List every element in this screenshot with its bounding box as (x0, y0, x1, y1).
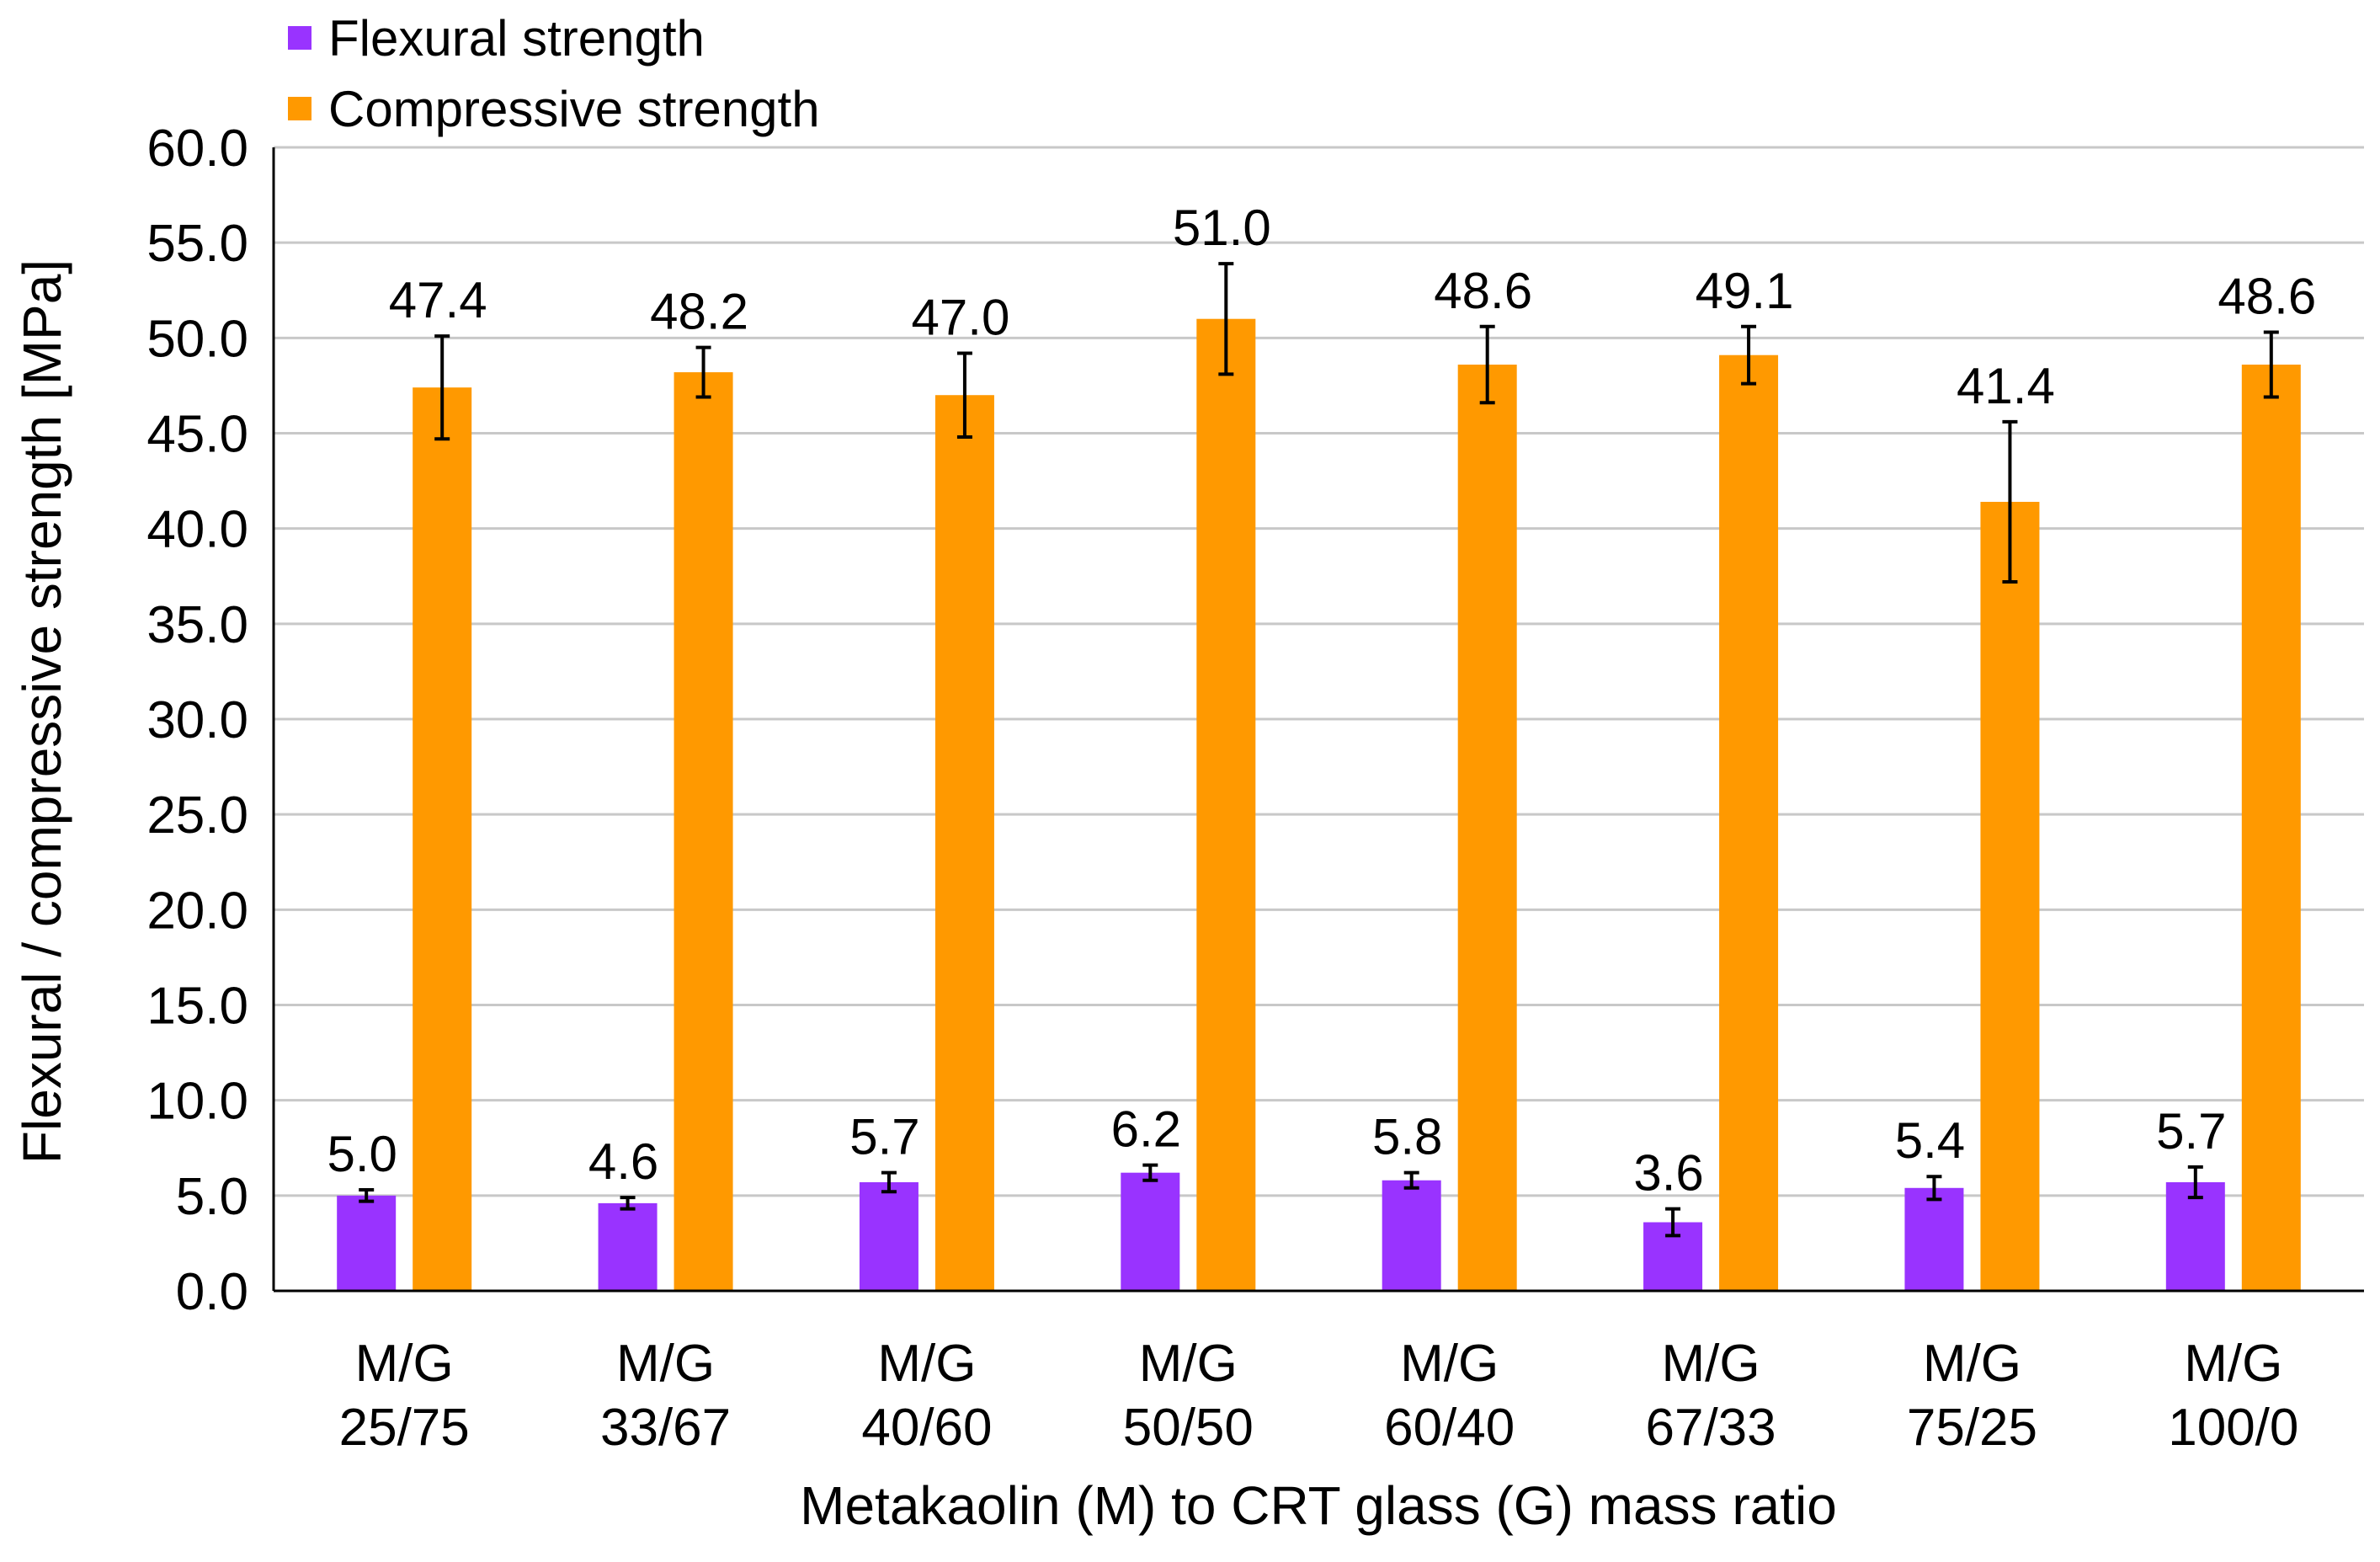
compressive-bar (1457, 365, 1517, 1291)
flexural-bar (337, 1195, 397, 1291)
y-tick-label: 35.0 (146, 596, 248, 654)
y-tick-label: 50.0 (146, 310, 248, 368)
grid-lines (274, 146, 2364, 1197)
y-tick-label: 40.0 (146, 501, 248, 559)
data-labels: 5.0 47.4 4.6 48.2 5.7 47.0 6.2 51.0 5.8 48.6 3.6 49… (327, 200, 2316, 1202)
bars (337, 318, 2301, 1292)
x-axis-title: Metakaolin (M) to CRT glass (G) mass rat… (800, 1475, 1837, 1536)
x-tick-label: M/G (1923, 1335, 2021, 1393)
x-tick-label: M/G (877, 1335, 976, 1393)
compressive-bar (1719, 355, 1779, 1291)
x-tick-label: 33/67 (600, 1399, 731, 1457)
y-tick-labels: 0.0 5.0 10.0 15.0 20.0 25.0 30.0 35.0 40.0 45.0 50… (146, 120, 248, 1321)
x-tick-label: 75/25 (1907, 1399, 2037, 1457)
flexural-value-label: 4.6 (588, 1133, 658, 1190)
flexural-bar (598, 1202, 658, 1291)
legend-swatch-flexural (288, 26, 311, 50)
legend: Flexural strength Compressive strength (288, 10, 820, 137)
compressive-value-label: 49.1 (1696, 263, 1794, 319)
y-axis-title: Flexural / compressive strength [MPa] (12, 259, 72, 1164)
compressive-value-label: 47.0 (912, 289, 1010, 345)
x-tick-label: 67/33 (1645, 1399, 1776, 1457)
y-tick-label: 0.0 (176, 1263, 248, 1321)
flexural-value-label: 5.7 (2156, 1103, 2226, 1160)
flexural-value-label: 5.4 (1895, 1112, 1965, 1169)
flexural-value-label: 3.6 (1633, 1145, 1703, 1202)
legend-label-compressive: Compressive strength (328, 81, 820, 137)
x-tick-label: 100/0 (2168, 1399, 2298, 1457)
flexural-value-label: 5.7 (849, 1109, 919, 1165)
axes (272, 147, 2364, 1293)
x-tick-label: M/G (355, 1335, 454, 1393)
x-tick-labels: M/G 25/75 M/G 33/67 M/G 40/60 M/G 50/50 M/G 60/40… (339, 1335, 2299, 1457)
compressive-bar (413, 387, 472, 1292)
x-tick-label: M/G (616, 1335, 715, 1393)
x-tick-label: M/G (1662, 1335, 1760, 1393)
x-tick-label: M/G (2184, 1335, 2282, 1393)
flexural-bar (859, 1181, 918, 1291)
compressive-bar (1196, 318, 1256, 1292)
flexural-value-label: 5.8 (1372, 1109, 1442, 1165)
compressive-bar (1980, 501, 2040, 1291)
y-tick-label: 20.0 (146, 882, 248, 940)
y-tick-label: 25.0 (146, 786, 248, 845)
compressive-value-label: 41.4 (1957, 358, 2055, 414)
y-tick-label: 5.0 (176, 1168, 248, 1226)
flexural-bar (2165, 1181, 2225, 1291)
y-tick-label: 55.0 (146, 215, 248, 273)
compressive-bar (934, 395, 994, 1291)
compressive-bar (2241, 365, 2301, 1291)
y-tick-label: 45.0 (146, 406, 248, 464)
compressive-value-label: 51.0 (1173, 200, 1271, 256)
x-tick-label: 40/60 (861, 1399, 992, 1457)
error-bars (359, 262, 2279, 1238)
compressive-value-label: 48.2 (650, 284, 748, 340)
compressive-value-label: 47.4 (389, 272, 487, 328)
flexural-value-label: 6.2 (1111, 1101, 1181, 1158)
x-tick-label: M/G (1139, 1335, 1238, 1393)
legend-label-flexural: Flexural strength (328, 10, 705, 67)
x-tick-label: M/G (1400, 1335, 1499, 1393)
compressive-value-label: 48.6 (1434, 263, 1532, 319)
y-tick-label: 30.0 (146, 691, 248, 749)
x-tick-label: 50/50 (1123, 1399, 1254, 1457)
legend-swatch-compressive (288, 97, 311, 120)
x-tick-label: 25/75 (339, 1399, 470, 1457)
x-tick-label: 60/40 (1384, 1399, 1515, 1457)
flexural-bar (1382, 1180, 1441, 1291)
compressive-bar (674, 372, 733, 1291)
flexural-bar (1121, 1172, 1180, 1291)
flexural-value-label: 5.0 (327, 1126, 397, 1182)
y-tick-label: 15.0 (146, 978, 248, 1036)
y-tick-label: 60.0 (146, 120, 248, 178)
y-tick-label: 10.0 (146, 1073, 248, 1131)
flexural-bar (1904, 1187, 1964, 1291)
compressive-value-label: 48.6 (2218, 269, 2316, 325)
